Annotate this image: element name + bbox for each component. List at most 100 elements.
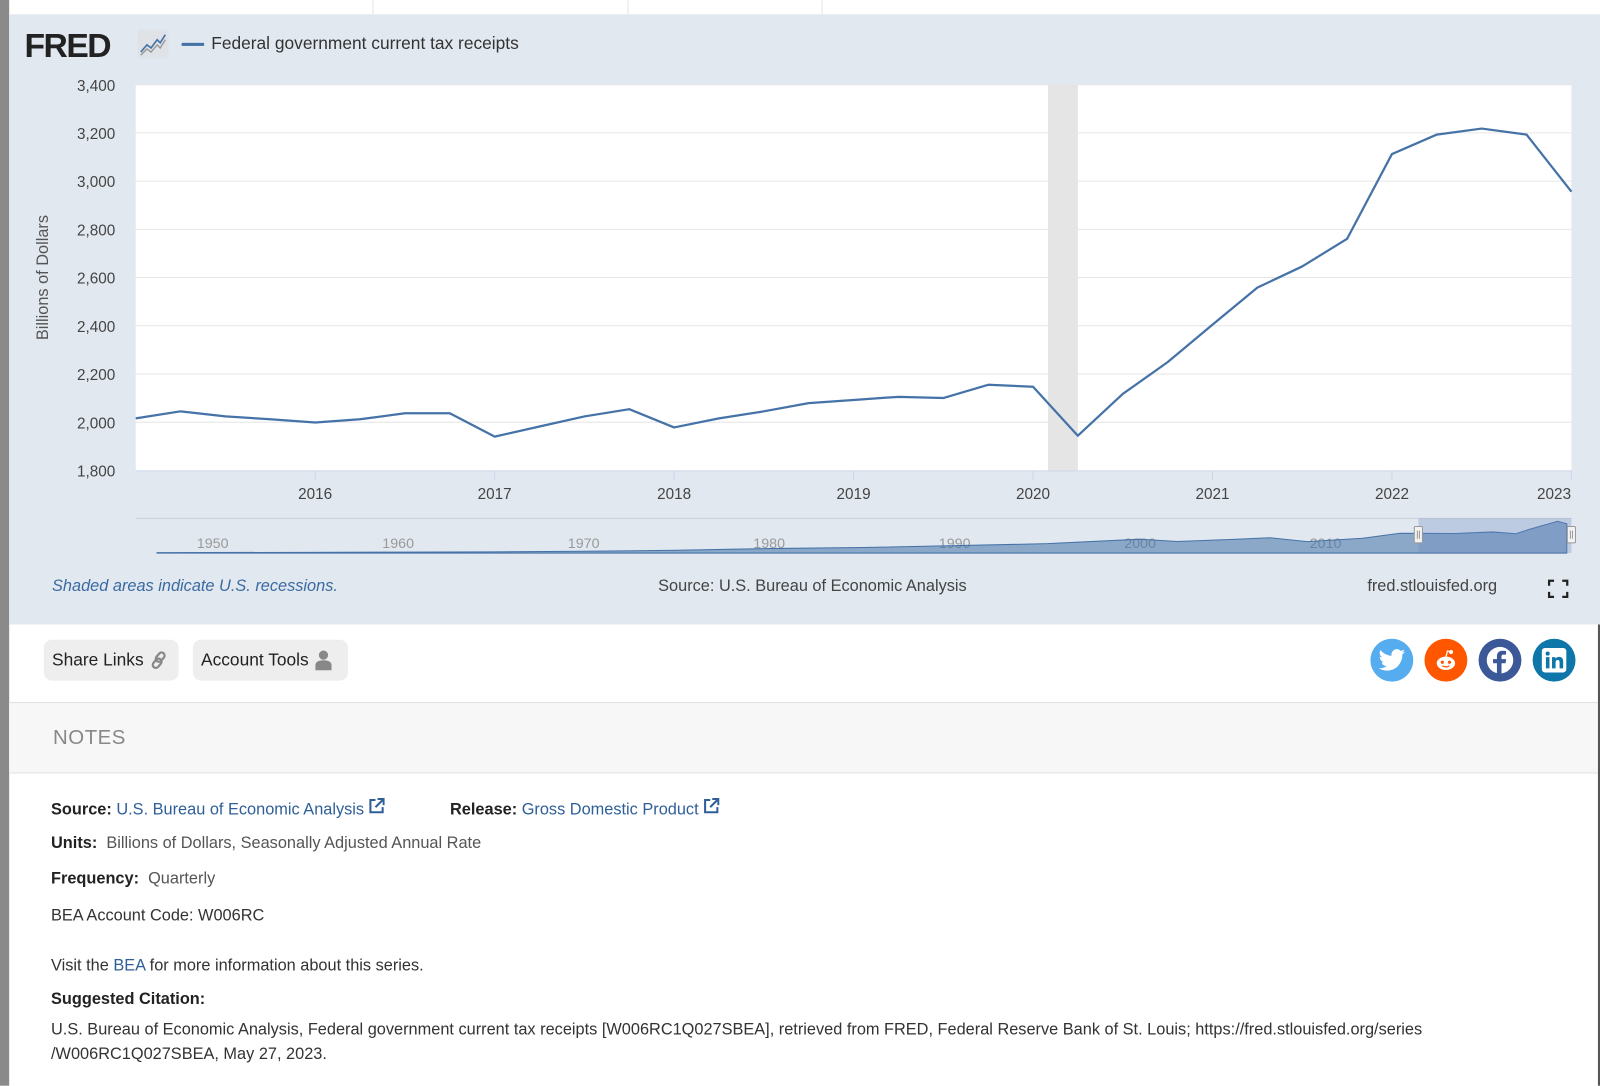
data-point — [671, 424, 677, 430]
x-tick-label: 2019 — [837, 486, 871, 503]
data-point — [581, 413, 587, 419]
navigator-tick-label: 1970 — [568, 536, 600, 552]
link-icon — [151, 651, 166, 670]
data-point — [1568, 189, 1574, 195]
site-link[interactable]: fred.stlouisfed.org — [1367, 577, 1498, 595]
source-link[interactable]: U.S. Bureau of Economic Analysis — [116, 801, 365, 819]
y-tick-label: 3,000 — [77, 174, 115, 191]
account-tools-label: Account Tools — [201, 649, 309, 670]
account-code: BEA Account Code: W006RC — [51, 907, 265, 925]
navigator-handle[interactable] — [1566, 526, 1577, 544]
data-point — [1165, 359, 1171, 365]
fullscreen-icon[interactable] — [1547, 579, 1569, 599]
legend-swatch — [181, 42, 205, 46]
notes-units-row: Units: Billions of Dollars, Seasonally A… — [51, 835, 481, 853]
navigator-tick-label: 1950 — [197, 536, 229, 552]
window-edge — [1597, 624, 1600, 1086]
divider — [627, 0, 629, 15]
navigator-selection — [1418, 518, 1572, 554]
data-point — [761, 408, 767, 414]
data-point — [626, 406, 632, 412]
line-chart: 1,800 2,000 2,200 2,400 2,600 2,800 3,000 3,200… — [34, 78, 1577, 554]
y-tick-label: 2,200 — [77, 367, 115, 384]
external-link-icon[interactable] — [703, 797, 720, 814]
data-point — [1299, 263, 1305, 269]
visit-row: Visit the BEA for more information about… — [51, 957, 424, 975]
account-tools-button[interactable]: Account Tools — [192, 639, 348, 681]
data-point — [536, 423, 542, 429]
data-point — [1434, 132, 1440, 138]
divider — [372, 0, 374, 15]
data-point — [1389, 151, 1395, 157]
data-point — [716, 415, 722, 421]
data-point — [267, 416, 273, 422]
data-point — [1479, 126, 1485, 132]
data-point — [1030, 384, 1036, 390]
reddit-icon[interactable] — [1424, 638, 1468, 682]
notes-title: NOTES — [53, 726, 126, 749]
navigator-handle[interactable] — [1413, 526, 1423, 544]
x-tick-label: 2021 — [1195, 486, 1229, 503]
data-point — [1075, 433, 1081, 439]
y-tick-label: 3,200 — [77, 126, 115, 143]
data-point — [940, 395, 946, 401]
window-edge — [0, 0, 10, 1086]
notes-source-row: Source: U.S. Bureau of Economic Analysis — [51, 797, 385, 819]
citation-line-2: /W006RC1Q027SBEA, May 27, 2023. — [51, 1045, 327, 1064]
data-point — [1523, 132, 1529, 138]
visit-text: for more information about this series. — [145, 957, 424, 975]
visit-text: Visit the — [51, 957, 114, 975]
notes-header — [9, 702, 1600, 774]
data-point — [402, 410, 408, 416]
series-line[interactable] — [135, 127, 1573, 438]
release-link[interactable]: Gross Domestic Product — [521, 801, 699, 819]
linkedin-icon[interactable] — [1532, 638, 1576, 682]
x-tick-label: 2018 — [657, 486, 691, 503]
data-point — [1209, 321, 1215, 327]
x-tick-label: 2022 — [1375, 486, 1409, 503]
units-label: Units: — [51, 834, 98, 853]
y-tick-label: 2,400 — [77, 319, 115, 336]
navigator[interactable]: 1950196019701980199020002010 — [135, 517, 1577, 554]
bea-link[interactable]: BEA — [113, 957, 146, 975]
data-point — [1120, 391, 1126, 397]
share-links-button[interactable]: Share Links — [43, 639, 179, 681]
twitter-icon[interactable] — [1370, 638, 1414, 682]
navigator-tick-label: 1980 — [753, 536, 785, 552]
frequency-label: Frequency: — [51, 870, 140, 888]
data-point — [492, 434, 498, 440]
data-point — [178, 408, 184, 414]
external-link-icon[interactable] — [369, 797, 385, 814]
y-axis-title: Billions of Dollars — [34, 215, 52, 340]
units-value: Billions of Dollars, Seasonally Adjusted… — [106, 834, 482, 853]
fred-logo[interactable]: FRED — [24, 26, 111, 65]
data-point — [133, 415, 139, 421]
data-point — [222, 413, 228, 419]
y-tick-label: 2,800 — [77, 222, 115, 239]
y-tick-label: 3,400 — [77, 78, 115, 95]
x-tick-label: 2020 — [1016, 486, 1050, 503]
data-point — [985, 382, 991, 388]
frequency-value: Quarterly — [148, 870, 216, 888]
data-point — [1344, 236, 1350, 242]
divider — [821, 0, 823, 15]
x-tick-label: 2017 — [478, 486, 512, 503]
source-label: Source: — [51, 801, 112, 819]
y-tick-label: 2,600 — [77, 271, 115, 288]
facebook-icon[interactable] — [1478, 638, 1522, 682]
data-point — [312, 419, 318, 425]
user-icon — [314, 650, 332, 671]
navigator-tick-label: 1960 — [382, 536, 414, 552]
data-point — [895, 394, 901, 400]
chart-source: Source: U.S. Bureau of Economic Analysis — [658, 577, 967, 595]
x-tick-label: 2023 — [1537, 486, 1571, 503]
share-links-label: Share Links — [52, 649, 144, 670]
navigator-area — [156, 520, 1568, 554]
citation-line-1: U.S. Bureau of Economic Analysis, Federa… — [51, 1021, 1423, 1039]
legend-label[interactable]: Federal government current tax receipts — [211, 33, 519, 54]
recession-note-link[interactable]: Shaded areas indicate U.S. recessions. — [52, 577, 338, 595]
citation-label-text: Suggested Citation: — [51, 990, 206, 1009]
fred-chart-icon — [137, 29, 169, 59]
notes-frequency-row: Frequency: Quarterly — [51, 870, 215, 888]
